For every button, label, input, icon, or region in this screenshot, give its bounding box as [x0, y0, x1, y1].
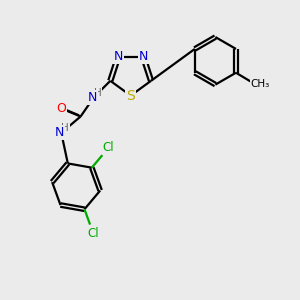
Text: H: H [61, 123, 69, 134]
Text: S: S [126, 88, 135, 103]
Text: CH₃: CH₃ [251, 79, 270, 89]
Text: O: O [56, 102, 66, 115]
Text: N: N [55, 126, 64, 139]
Text: Cl: Cl [88, 227, 99, 240]
Text: N: N [88, 91, 97, 104]
Text: Cl: Cl [103, 141, 114, 154]
Text: H: H [94, 88, 101, 98]
Text: N: N [113, 50, 123, 63]
Text: N: N [139, 50, 148, 63]
